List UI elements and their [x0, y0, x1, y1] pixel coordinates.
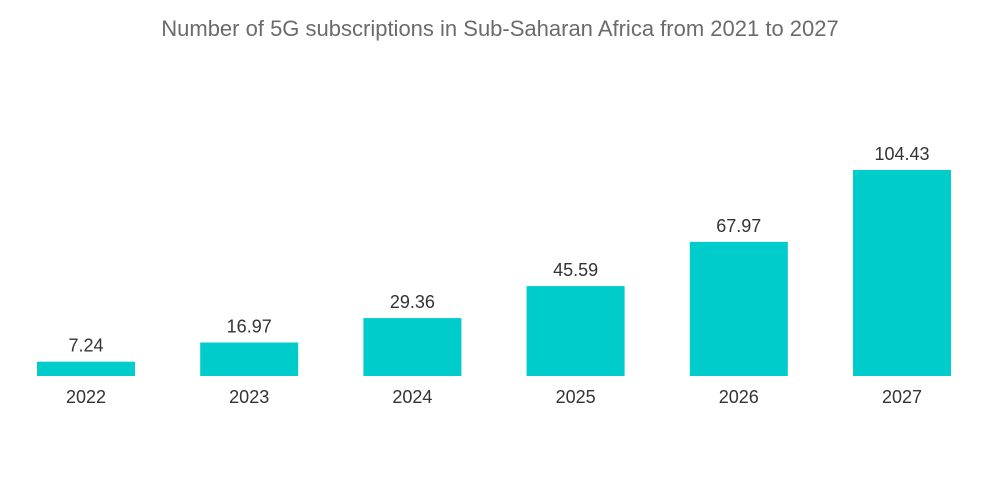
bars-group	[37, 170, 951, 376]
bar-value-label-2027: 104.43	[874, 144, 929, 164]
x-tick-label-2022: 2022	[66, 387, 106, 407]
value-labels-group: 7.24 16.97 29.36 45.59 67.97 104.43	[68, 144, 929, 356]
bar-value-label-2024: 29.36	[390, 292, 435, 312]
x-tick-label-2025: 2025	[556, 387, 596, 407]
x-tick-label-2024: 2024	[392, 387, 432, 407]
bar-value-label-2025: 45.59	[553, 260, 598, 280]
bar-2022	[37, 361, 135, 376]
x-tick-label-2026: 2026	[719, 387, 759, 407]
bar-2027	[853, 170, 951, 376]
bar-2026	[689, 241, 788, 376]
x-tick-labels-group: 2022 2023 2024 2025 2026 2027	[66, 387, 922, 407]
bar-2025	[526, 286, 625, 376]
bar-value-label-2023: 16.97	[227, 317, 272, 337]
x-tick-label-2023: 2023	[229, 387, 269, 407]
x-tick-label-2027: 2027	[882, 387, 922, 407]
chart-title: Number of 5G subscriptions in Sub-Sahara…	[161, 16, 839, 41]
bar-value-label-2022: 7.24	[68, 336, 103, 356]
bar-2023	[200, 342, 299, 376]
bar-2024	[363, 318, 462, 376]
bar-value-label-2026: 67.97	[716, 216, 761, 236]
